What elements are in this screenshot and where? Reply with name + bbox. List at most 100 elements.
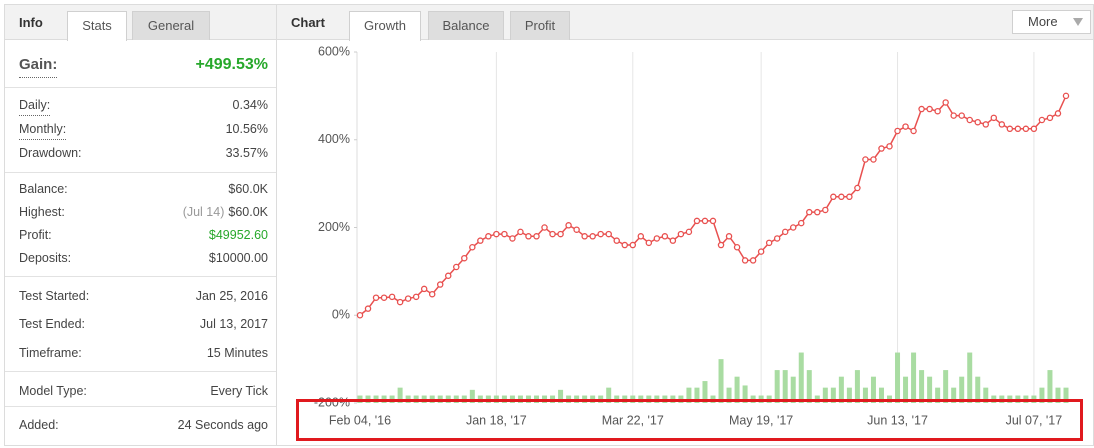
more-label: More [1028, 14, 1058, 29]
point [444, 272, 452, 280]
bar [702, 381, 708, 403]
point [1030, 125, 1038, 133]
x-tick-label: Jul 07, '17 [1006, 413, 1063, 427]
bar [742, 385, 748, 403]
stat-row: Model Type: Every Tick [19, 381, 268, 401]
stat-label: Test Ended: [19, 317, 86, 331]
stat-value: Jan 25, 2016 [195, 289, 268, 303]
point [990, 114, 998, 122]
stats-panel: Info Stats General Gain: +499.53% Daily:… [4, 4, 283, 446]
stat-value: $10000.00 [208, 251, 268, 265]
stat-row: Profit: $49952.60 [19, 225, 268, 245]
point [693, 217, 701, 225]
point [629, 241, 637, 249]
point [701, 217, 709, 225]
y-tick-label: 600% [318, 44, 350, 58]
point [621, 241, 629, 249]
gain-value: +499.53% [195, 56, 268, 73]
point [942, 99, 949, 106]
bar [854, 370, 860, 403]
stat-note: (Jul 14) [182, 205, 225, 219]
divider [5, 371, 282, 372]
point [685, 228, 693, 236]
point [581, 233, 588, 240]
point [838, 193, 845, 201]
stat-label: Model Type: [19, 384, 87, 398]
stat-row: Daily: 0.34% [19, 95, 268, 116]
point [1038, 116, 1046, 124]
bar [1055, 387, 1061, 403]
point [733, 243, 741, 251]
point [717, 241, 725, 249]
point [1062, 92, 1070, 100]
bar [822, 387, 828, 403]
bar [862, 387, 868, 403]
stat-value: 15 Minutes [206, 346, 268, 360]
point [886, 143, 893, 150]
stat-row: Test Started: Jan 25, 2016 [19, 286, 268, 306]
point [902, 123, 909, 130]
tab[interactable]: General [132, 11, 210, 40]
bar [1047, 370, 1053, 403]
stat-label: Timeframe: [19, 346, 82, 360]
point [372, 294, 380, 301]
bar [878, 387, 884, 403]
bar [838, 376, 844, 403]
stat-row: Monthly: 10.56% [19, 119, 268, 140]
y-tick-label: 0% [332, 308, 350, 322]
point [557, 230, 564, 238]
point [789, 224, 797, 231]
chart-panel: Chart Growth Balance Profit More [276, 4, 1094, 446]
point [1006, 125, 1014, 133]
point [388, 293, 396, 301]
tab[interactable]: Stats [67, 11, 127, 41]
stat-row: Test Ended: Jul 13, 2017 [19, 314, 268, 334]
tab[interactable]: Growth [349, 11, 421, 41]
point [485, 233, 492, 240]
point [453, 263, 460, 271]
point [741, 257, 749, 264]
bar [983, 387, 989, 403]
bar [951, 387, 957, 403]
point [757, 248, 765, 255]
bar [558, 389, 564, 403]
point [773, 235, 781, 242]
point [613, 237, 620, 244]
stat-row: Highest: (Jul 14) $60.0K [19, 202, 268, 222]
point [749, 257, 757, 264]
point [822, 206, 829, 214]
bar [846, 387, 852, 403]
point [918, 105, 925, 113]
bar [774, 370, 780, 403]
stat-value: Every Tick [210, 384, 268, 398]
bar [806, 370, 812, 403]
tab[interactable]: Balance [428, 11, 504, 40]
point [412, 293, 420, 301]
point [428, 290, 436, 298]
x-tick-label: Feb 04, '16 [329, 413, 391, 427]
bar [734, 376, 740, 403]
point [637, 233, 645, 240]
stat-label: Drawdown: [19, 146, 82, 160]
bar [726, 387, 732, 403]
stat-row: Balance: $60.0K [19, 179, 268, 199]
divider [5, 406, 282, 407]
stat-label: Daily: [19, 95, 51, 116]
bar [870, 376, 876, 403]
point [781, 228, 789, 236]
point [878, 145, 885, 152]
bar [919, 370, 925, 403]
point [565, 222, 572, 229]
more-button[interactable]: More [1012, 10, 1091, 34]
tab[interactable]: Profit [510, 11, 570, 40]
point [509, 235, 516, 242]
point [477, 237, 484, 244]
point [533, 233, 540, 240]
bar [927, 376, 933, 403]
point [420, 285, 428, 293]
x-tick-label: May 19, '17 [729, 413, 793, 427]
point [517, 228, 524, 236]
panel-title: Info [19, 15, 43, 30]
point [974, 118, 982, 126]
point [814, 208, 821, 216]
